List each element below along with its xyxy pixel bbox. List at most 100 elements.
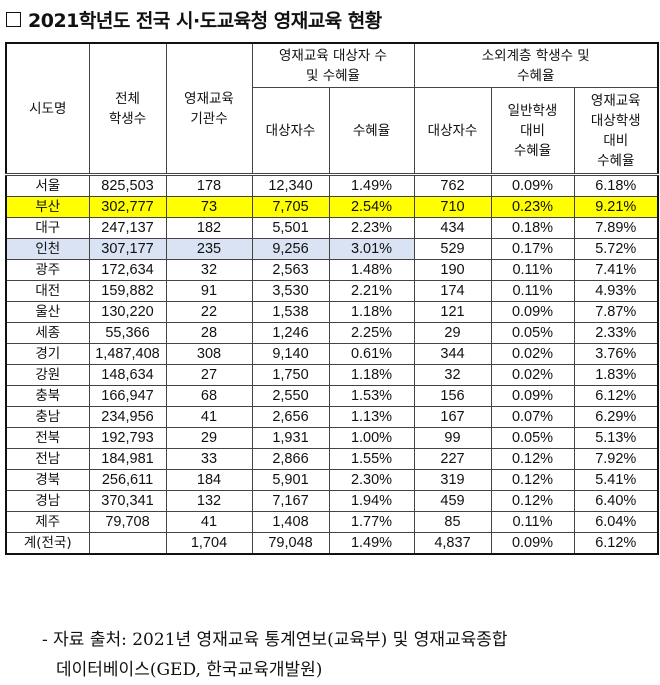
cell-count: 7,705 xyxy=(251,196,330,218)
cell-rate: 1.49% xyxy=(328,532,415,555)
table-row: 세종 55,366 28 1,246 2.25% 29 0.05% 2.33% xyxy=(5,322,659,344)
cell-inst: 91 xyxy=(165,280,253,302)
cell-total: 192,793 xyxy=(88,427,167,449)
table-row: 부산 302,777 73 7,705 2.54% 710 0.23% 9.21% xyxy=(5,196,659,218)
cell-dis-rate-gifted: 7.92% xyxy=(573,448,659,470)
cell-inst: 308 xyxy=(165,343,253,365)
cell-rate: 1.53% xyxy=(328,385,415,407)
page-title: 2021학년도 전국 시·도교육청 영재교육 현황 xyxy=(6,6,382,33)
cell-total: 1,487,408 xyxy=(88,343,167,365)
cell-region: 계(전국) xyxy=(5,532,90,555)
header-group-disadvantaged: 소외계층 학생수 및 수혜율 xyxy=(413,42,659,89)
cell-dis-count: 174 xyxy=(413,280,492,302)
table-row: 울산 130,220 22 1,538 1.18% 121 0.09% 7.87% xyxy=(5,301,659,323)
cell-total: 302,777 xyxy=(88,196,167,218)
cell-region: 광주 xyxy=(5,259,90,281)
cell-inst: 184 xyxy=(165,469,253,491)
cell-region: 경기 xyxy=(5,343,90,365)
cell-total: 307,177 xyxy=(88,238,167,260)
cell-dis-count: 459 xyxy=(413,490,492,512)
cell-rate: 2.25% xyxy=(328,322,415,344)
cell-inst: 22 xyxy=(165,301,253,323)
table-row: 대전 159,882 91 3,530 2.21% 174 0.11% 4.93% xyxy=(5,280,659,302)
cell-dis-rate-general: 0.23% xyxy=(490,196,575,218)
cell-dis-rate-general: 0.07% xyxy=(490,406,575,428)
cell-dis-count: 99 xyxy=(413,427,492,449)
header-disadv-rate-general: 일반학생 대비 수혜율 xyxy=(490,87,575,175)
cell-rate: 2.23% xyxy=(328,217,415,239)
table-row: 충북 166,947 68 2,550 1.53% 156 0.09% 6.12% xyxy=(5,385,659,407)
cell-count: 1,538 xyxy=(251,301,330,323)
cell-inst: 235 xyxy=(165,238,253,260)
cell-dis-rate-gifted: 7.89% xyxy=(573,217,659,239)
cell-dis-rate-gifted: 1.83% xyxy=(573,364,659,386)
cell-dis-rate-general: 0.12% xyxy=(490,490,575,512)
cell-dis-rate-gifted: 2.33% xyxy=(573,322,659,344)
cell-dis-rate-gifted: 9.21% xyxy=(573,196,659,218)
table-row: 대구 247,137 182 5,501 2.23% 434 0.18% 7.89% xyxy=(5,217,659,239)
cell-region: 울산 xyxy=(5,301,90,323)
cell-rate: 1.49% xyxy=(328,173,415,197)
cell-dis-rate-general: 0.11% xyxy=(490,280,575,302)
cell-inst: 41 xyxy=(165,511,253,533)
cell-count: 2,563 xyxy=(251,259,330,281)
cell-dis-count: 32 xyxy=(413,364,492,386)
cell-region: 인천 xyxy=(5,238,90,260)
cell-dis-count: 762 xyxy=(413,173,492,197)
header-institutions: 영재교육 기관수 xyxy=(165,42,253,175)
cell-count: 1,931 xyxy=(251,427,330,449)
cell-dis-count: 434 xyxy=(413,217,492,239)
cell-dis-count: 319 xyxy=(413,469,492,491)
cell-count: 1,750 xyxy=(251,364,330,386)
cell-count: 3,530 xyxy=(251,280,330,302)
cell-region: 부산 xyxy=(5,196,90,218)
cell-inst: 29 xyxy=(165,427,253,449)
cell-dis-rate-gifted: 7.87% xyxy=(573,301,659,323)
cell-dis-rate-gifted: 5.41% xyxy=(573,469,659,491)
cell-region: 강원 xyxy=(5,364,90,386)
cell-rate: 1.55% xyxy=(328,448,415,470)
page-title-text: 2021학년도 전국 시·도교육청 영재교육 현황 xyxy=(28,10,382,32)
cell-total: 130,220 xyxy=(88,301,167,323)
cell-region: 서울 xyxy=(5,173,90,197)
cell-dis-rate-general: 0.05% xyxy=(490,427,575,449)
table-row: 계(전국) 1,704 79,048 1.49% 4,837 0.09% 6.12% xyxy=(5,532,659,555)
cell-region: 세종 xyxy=(5,322,90,344)
cell-region: 전북 xyxy=(5,427,90,449)
cell-dis-rate-gifted: 6.40% xyxy=(573,490,659,512)
cell-total xyxy=(88,532,167,555)
cell-rate: 2.21% xyxy=(328,280,415,302)
cell-dis-rate-general: 0.18% xyxy=(490,217,575,239)
header-gifted-rate: 수혜율 xyxy=(328,87,415,175)
cell-rate: 1.00% xyxy=(328,427,415,449)
cell-dis-rate-gifted: 7.41% xyxy=(573,259,659,281)
cell-dis-rate-general: 0.11% xyxy=(490,259,575,281)
cell-region: 전남 xyxy=(5,448,90,470)
cell-total: 159,882 xyxy=(88,280,167,302)
header-disadv-rate-gifted: 영재교육 대상학생 대비 수혜율 xyxy=(573,87,659,175)
cell-total: 79,708 xyxy=(88,511,167,533)
cell-dis-rate-general: 0.09% xyxy=(490,173,575,197)
cell-dis-count: 4,837 xyxy=(413,532,492,555)
cell-rate: 1.48% xyxy=(328,259,415,281)
cell-region: 제주 xyxy=(5,511,90,533)
cell-dis-count: 85 xyxy=(413,511,492,533)
table-row: 강원 148,634 27 1,750 1.18% 32 0.02% 1.83% xyxy=(5,364,659,386)
cell-inst: 182 xyxy=(165,217,253,239)
cell-region: 대전 xyxy=(5,280,90,302)
cell-total: 825,503 xyxy=(88,173,167,197)
cell-region: 충남 xyxy=(5,406,90,428)
cell-rate: 2.30% xyxy=(328,469,415,491)
cell-dis-rate-general: 0.02% xyxy=(490,343,575,365)
cell-dis-rate-gifted: 6.12% xyxy=(573,385,659,407)
checkbox-square-icon xyxy=(6,12,21,27)
cell-count: 5,501 xyxy=(251,217,330,239)
cell-total: 55,366 xyxy=(88,322,167,344)
cell-count: 1,408 xyxy=(251,511,330,533)
cell-dis-count: 529 xyxy=(413,238,492,260)
cell-region: 경북 xyxy=(5,469,90,491)
cell-dis-rate-gifted: 6.12% xyxy=(573,532,659,555)
cell-dis-rate-general: 0.09% xyxy=(490,532,575,555)
cell-count: 2,866 xyxy=(251,448,330,470)
cell-dis-rate-gifted: 4.93% xyxy=(573,280,659,302)
